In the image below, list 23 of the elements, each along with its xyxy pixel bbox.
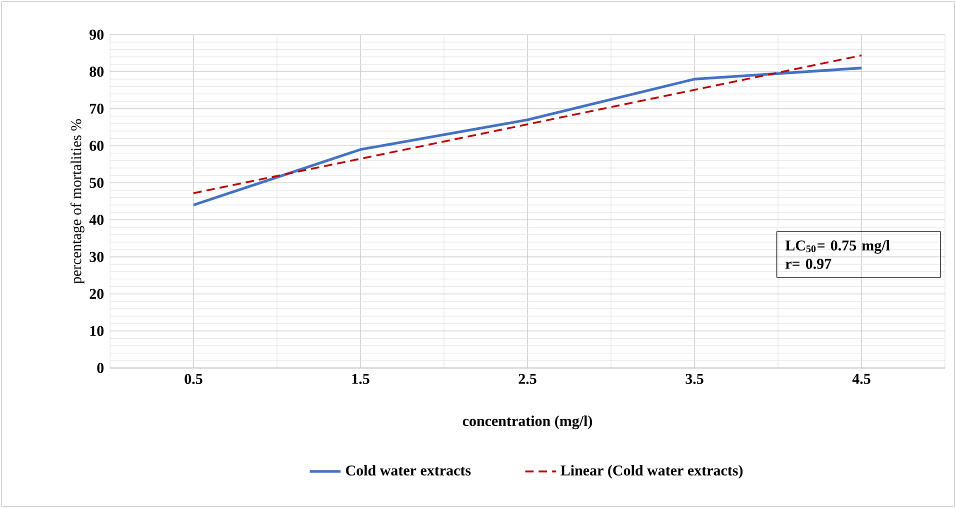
y-tick-label: 40	[89, 214, 104, 225]
y-tick-label: 70	[90, 104, 104, 114]
x-tick-label: 1.5	[352, 374, 370, 384]
x-tick-label: 4.5	[852, 374, 870, 384]
x-tick-label: 3.5	[686, 374, 704, 384]
x-tick-label: 0.5	[184, 374, 202, 384]
y-tick-label: 60	[90, 140, 104, 151]
y-tick-label: 20	[90, 288, 104, 299]
line-series	[192, 54, 862, 194]
x-tick-label: 2.5	[518, 374, 536, 384]
y-tick-label: 0	[97, 362, 104, 374]
legend-label: Linear (Cold water extracts)	[560, 464, 743, 479]
y-tick-label: 90	[90, 30, 104, 40]
y-axis-title: percentage of mortalities %	[70, 119, 84, 284]
annotation: r= 0.97	[786, 258, 832, 269]
x-axis-title: concentration (mg/l)	[462, 416, 592, 430]
y-tick-label: 80	[90, 66, 104, 77]
legend-label: Cold water extracts	[346, 464, 471, 476]
y-tick-label: 30	[90, 252, 104, 262]
annotation: LC$_{50}$= 0.75 mg/l	[785, 240, 890, 254]
y-tick-label: 10	[90, 326, 104, 336]
line-series	[192, 66, 863, 206]
y-tick-label: 50	[90, 178, 104, 188]
